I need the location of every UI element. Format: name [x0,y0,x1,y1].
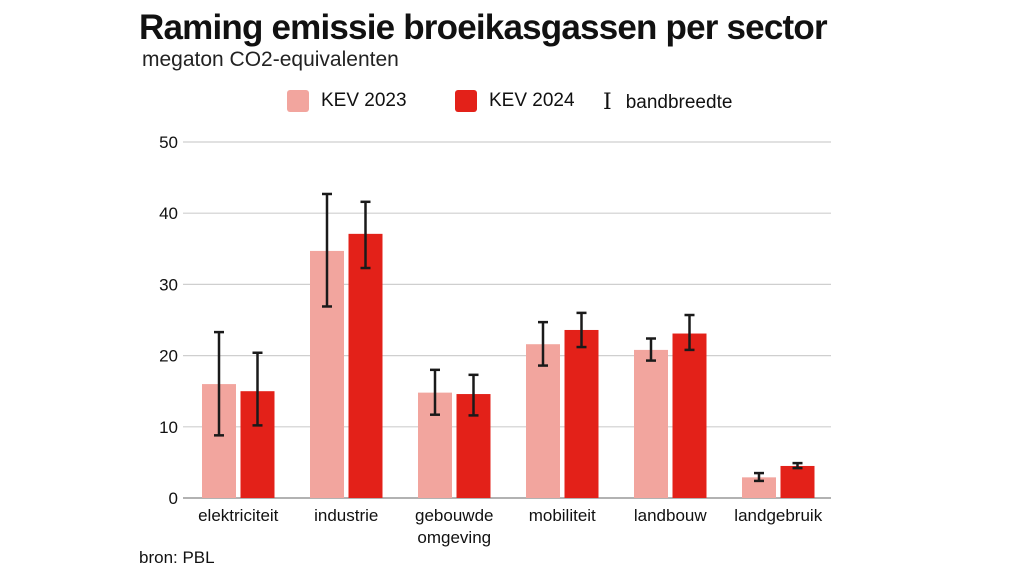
bar-kev-2023 [742,477,776,498]
bars [202,233,815,498]
legend-label-kev-2024: KEV 2024 [489,90,575,111]
legend-item-kev-2023: KEV 2023 [287,90,407,112]
y-tick-label: 20 [159,347,178,366]
error-bars [214,192,803,483]
gridlines [183,141,831,499]
bar-kev-2024 [780,465,815,498]
y-tick-label: 0 [169,489,178,508]
bar-kev-2023 [526,344,560,498]
y-tick-label: 50 [159,133,178,152]
bar-kev-2024 [672,333,707,498]
x-category-label: industrie [314,506,378,525]
source-note: bron: PBL [139,548,215,567]
x-category-label: omgeving [417,528,491,547]
x-axis-labels: elektriciteit industrie gebouwde omgeving mo… [198,506,823,547]
bar-kev-2023 [634,349,668,498]
y-tick-label: 40 [159,204,178,223]
bar-kev-2024 [564,329,599,498]
x-category-label: elektriciteit [198,506,279,525]
y-tick-label: 10 [159,418,178,437]
legend-item-bandbreedte: I bandbreedte [603,90,732,115]
legend-swatch-kev-2024 [455,90,477,112]
y-tick-label: 30 [159,275,178,294]
legend: KEV 2023 KEV 2024 I bandbreedte [0,90,1024,118]
x-category-label: mobiliteit [529,506,596,525]
bar-kev-2024 [348,233,383,498]
x-category-label: landgebruik [734,506,822,525]
chart-subtitle: megaton CO2-equivalenten [142,48,399,71]
x-category-label: gebouwde [415,506,493,525]
x-category-label: landbouw [634,506,708,525]
legend-swatch-kev-2023 [287,90,309,112]
y-axis-ticks: 0 10 20 30 40 50 [159,133,178,508]
legend-label-bandbreedte: bandbreedte [625,91,733,113]
error-bar-icon: I [603,90,612,115]
legend-label-kev-2023: KEV 2023 [321,90,407,111]
legend-item-kev-2024: KEV 2024 [455,90,575,112]
chart-title: Raming emissie broeikasgassen per sector [139,8,828,47]
